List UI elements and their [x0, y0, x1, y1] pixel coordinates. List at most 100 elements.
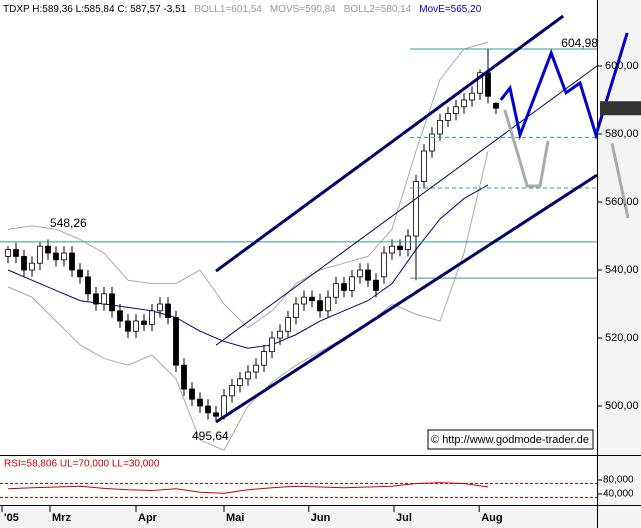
plot	[5, 41, 499, 451]
candle-body	[149, 310, 155, 325]
candle-body	[77, 269, 83, 278]
rsi-tick-label: 40,000	[603, 489, 634, 500]
candle-body	[357, 269, 363, 278]
y-tick-label: 520,00	[605, 332, 639, 344]
candle-body	[109, 293, 115, 312]
candle-body	[325, 296, 331, 312]
candle-body	[133, 320, 139, 332]
candle-body	[205, 405, 211, 414]
candle-body	[469, 92, 475, 101]
candle-body	[261, 351, 267, 366]
indicator-line	[7, 184, 489, 349]
candle-body	[493, 102, 499, 109]
header-item: BOLL2=580,14	[344, 4, 412, 15]
candle-body	[93, 293, 99, 305]
date-panel	[0, 506, 641, 528]
candle-body	[61, 252, 67, 261]
indicator-line	[7, 150, 489, 451]
x-tick-label: Mai	[226, 512, 244, 524]
candle-body	[461, 99, 467, 108]
overlay-line	[610, 142, 630, 219]
header-item: MOVS=590,84	[270, 4, 336, 15]
header: TDXP H:589,36 L:585,84 C: 587,57 -3,51 BO…	[3, 4, 482, 15]
candle-body	[485, 72, 491, 97]
candle-body	[45, 245, 51, 254]
overlay-line	[215, 173, 598, 424]
candle-body	[269, 337, 275, 353]
candle-body	[221, 395, 227, 417]
candle-body	[69, 252, 75, 271]
candle-body	[213, 412, 219, 417]
candle-body	[125, 320, 131, 332]
overlay-line	[503, 109, 550, 188]
candle-body	[237, 378, 243, 387]
candle-body	[253, 364, 259, 373]
candle-body	[189, 388, 195, 400]
axis-panel	[598, 0, 641, 528]
header-item: BOLL1=601,54	[194, 4, 262, 15]
candle-body	[245, 371, 251, 380]
candle-body	[445, 113, 451, 121]
candle-body	[397, 245, 403, 251]
rsi-line	[7, 482, 489, 494]
candle-body	[301, 296, 307, 305]
candle-body	[165, 303, 171, 319]
candle-body	[317, 300, 323, 312]
candle-body	[421, 150, 427, 182]
source: © http://www.godmode-trader.de	[431, 434, 589, 446]
rsi-tick-label: 80,000	[603, 475, 634, 486]
candle-body	[37, 245, 43, 264]
candle-body	[53, 252, 59, 261]
x-tick-label: Aug	[481, 512, 502, 524]
annotation: 604,98	[561, 36, 598, 50]
candle-body	[389, 245, 395, 254]
annotation: 495,64	[192, 429, 229, 443]
candle-body	[309, 296, 315, 302]
candle-body	[173, 317, 179, 366]
candle-body	[29, 262, 35, 271]
candle-body	[157, 303, 163, 312]
indicator-line	[7, 41, 489, 329]
candle-body	[101, 293, 107, 305]
candle-body	[373, 279, 379, 291]
candle-body	[197, 398, 203, 407]
candle-body	[277, 330, 283, 339]
x-tick-label: Jun	[311, 512, 331, 524]
candle-body	[349, 276, 355, 291]
candle-body	[117, 310, 123, 322]
overlay-line	[215, 65, 598, 346]
candle-body	[13, 249, 19, 257]
annotation: 548,26	[50, 216, 87, 230]
rsi-label: RSI=58,806 UL=70,000 LL=30,000	[4, 459, 160, 470]
candle-body	[405, 235, 411, 251]
x-tick-label: Mrz	[52, 512, 71, 524]
candle-body	[453, 106, 459, 114]
candle-body	[181, 364, 187, 390]
x-tick-label: Apr	[138, 512, 158, 524]
candle-body	[5, 249, 11, 257]
y-tick-label: 540,00	[605, 264, 639, 276]
source-box	[427, 429, 594, 450]
candle-body	[285, 317, 291, 332]
candle-body	[437, 119, 443, 135]
candle-body	[293, 303, 299, 319]
candle-body	[85, 276, 91, 295]
y-tick-label: 560,00	[605, 196, 639, 208]
candle-body	[333, 283, 339, 298]
candle-body	[341, 283, 347, 291]
header-item: MovE=565,20	[419, 4, 481, 15]
y-tick-label: 500,00	[605, 400, 639, 412]
y-tick-label: 580,00	[605, 128, 639, 140]
candle-body	[413, 181, 419, 237]
candle-body	[141, 320, 147, 325]
candle-body	[477, 72, 483, 94]
x-tick-label: '05	[4, 512, 19, 524]
candle-body	[365, 269, 371, 281]
candle-body	[21, 256, 27, 271]
overlays	[0, 14, 630, 424]
overlay-line	[215, 14, 565, 273]
y-tick-label: 600,00	[605, 60, 639, 72]
last-price-box	[600, 101, 641, 116]
